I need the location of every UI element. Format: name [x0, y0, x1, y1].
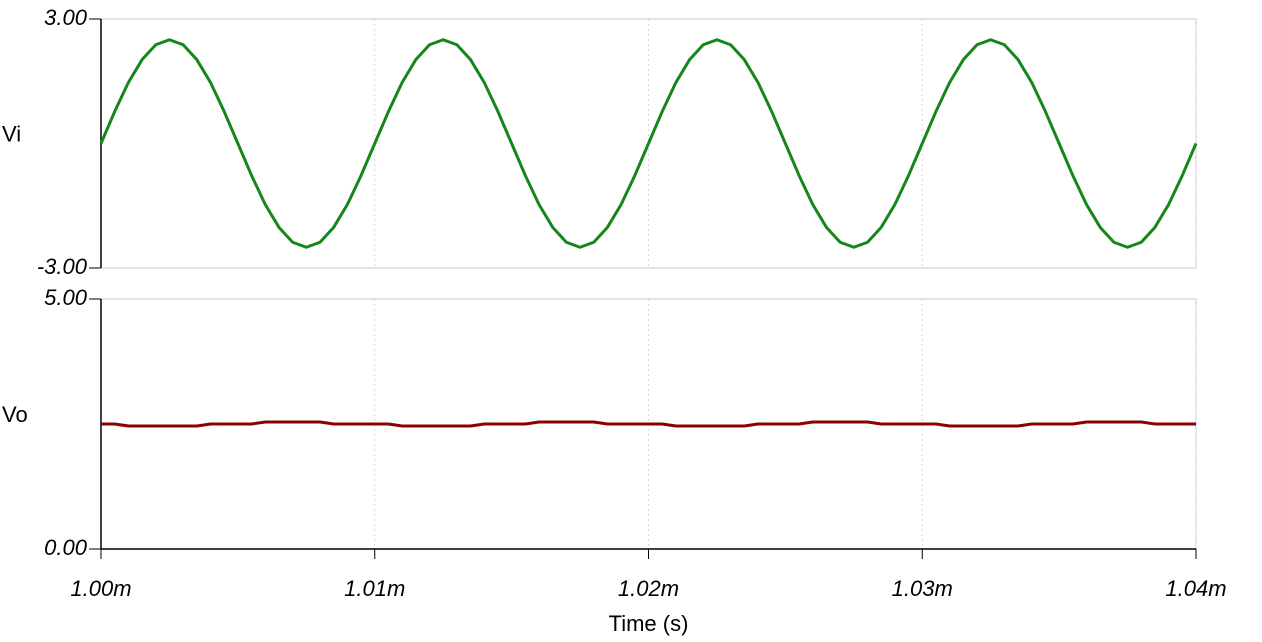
x-tick-label: 1.00m — [70, 576, 131, 601]
y-tick-label: 0.00 — [44, 535, 88, 560]
series-line — [101, 420, 1196, 428]
x-tick-label: 1.01m — [344, 576, 405, 601]
x-axis-label: Time (s) — [609, 611, 689, 636]
y-tick-label: 5.00 — [44, 285, 88, 310]
y-axis-label: Vi — [2, 121, 21, 146]
y-tick-label: -3.00 — [37, 254, 88, 279]
series-line — [99, 38, 1198, 249]
y-tick-label: 3.00 — [44, 5, 88, 30]
x-tick-label: 1.03m — [892, 576, 953, 601]
y-axis-label: Vo — [2, 402, 28, 427]
x-tick-label: 1.04m — [1165, 576, 1226, 601]
x-tick-label: 1.02m — [618, 576, 679, 601]
